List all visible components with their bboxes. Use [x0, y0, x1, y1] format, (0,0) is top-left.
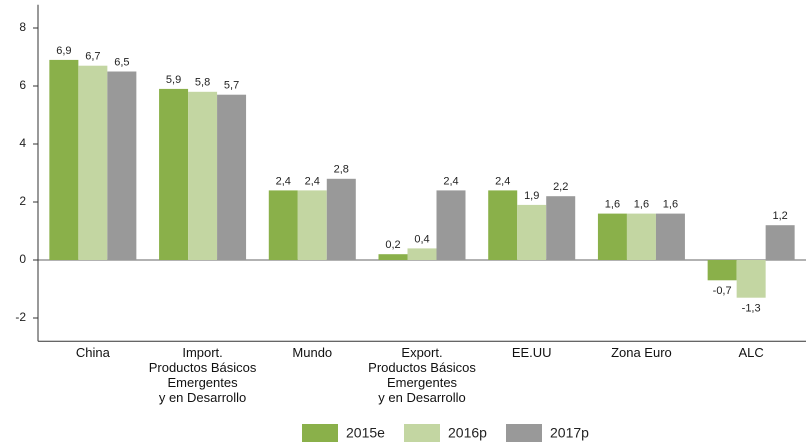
x-tick-label: China: [75, 345, 110, 361]
legend-label: 2017p: [550, 425, 589, 441]
value-label: 1,9: [524, 190, 539, 202]
x-tick-label: Zona Euro: [611, 345, 672, 361]
value-label: 2,4: [276, 175, 291, 187]
bar: [78, 65, 108, 260]
bar: [517, 204, 547, 260]
x-tick-label: EE.UU: [511, 345, 552, 361]
value-label: 2,4: [495, 175, 510, 187]
value-label: 2,4: [305, 175, 320, 187]
bar: [188, 91, 218, 260]
bar: [488, 190, 518, 260]
y-tick-label: 0: [19, 252, 26, 266]
value-label: 0,2: [385, 239, 400, 251]
value-label: 0,4: [414, 233, 429, 245]
bar: [626, 213, 656, 260]
bar: [159, 88, 189, 261]
bar: [107, 71, 137, 260]
y-tick-label: 8: [19, 20, 26, 34]
value-label: 1,6: [605, 199, 620, 211]
y-tick-label: -2: [15, 310, 26, 324]
value-label: 6,9: [56, 45, 71, 57]
value-label: 6,7: [85, 51, 100, 63]
value-label: 1,6: [634, 199, 649, 211]
value-label: -0,7: [713, 285, 732, 297]
bar: [217, 94, 247, 260]
value-label: 2,8: [334, 164, 349, 176]
value-label: 5,8: [195, 77, 210, 89]
x-tick-label: Import. Productos Básicos Emergentes y e…: [148, 345, 257, 406]
y-tick-label: 2: [19, 194, 26, 208]
legend-swatch: [506, 424, 542, 442]
value-label: 6,5: [114, 56, 129, 68]
bar: [546, 196, 576, 260]
bar: [707, 260, 737, 281]
value-label: 2,2: [553, 181, 568, 193]
value-label: 2,4: [443, 175, 458, 187]
bar: [436, 190, 466, 260]
legend-swatch: [302, 424, 338, 442]
y-tick-label: 4: [19, 136, 26, 150]
x-tick-label: Export. Productos Básicos Emergentes y e…: [368, 345, 476, 406]
bar: [326, 178, 356, 260]
value-label: 1,6: [663, 199, 678, 211]
bar: [407, 248, 437, 260]
bar: [378, 254, 408, 260]
bar: [297, 190, 327, 260]
bar: [597, 213, 627, 260]
value-label: 1,2: [772, 210, 787, 222]
value-label: -1,3: [742, 303, 761, 315]
bar: [655, 213, 685, 260]
x-tick-label: Mundo: [292, 345, 333, 361]
x-tick-label: ALC: [738, 345, 764, 361]
legend-label: 2015e: [346, 425, 385, 441]
bar: [736, 260, 766, 298]
value-label: 5,9: [166, 74, 181, 86]
legend-label: 2016p: [448, 425, 487, 441]
value-label: 5,7: [224, 80, 239, 92]
legend-swatch: [404, 424, 440, 442]
bar: [268, 190, 298, 260]
bar: [765, 225, 795, 260]
bar: [49, 59, 79, 261]
y-tick-label: 6: [19, 78, 26, 92]
